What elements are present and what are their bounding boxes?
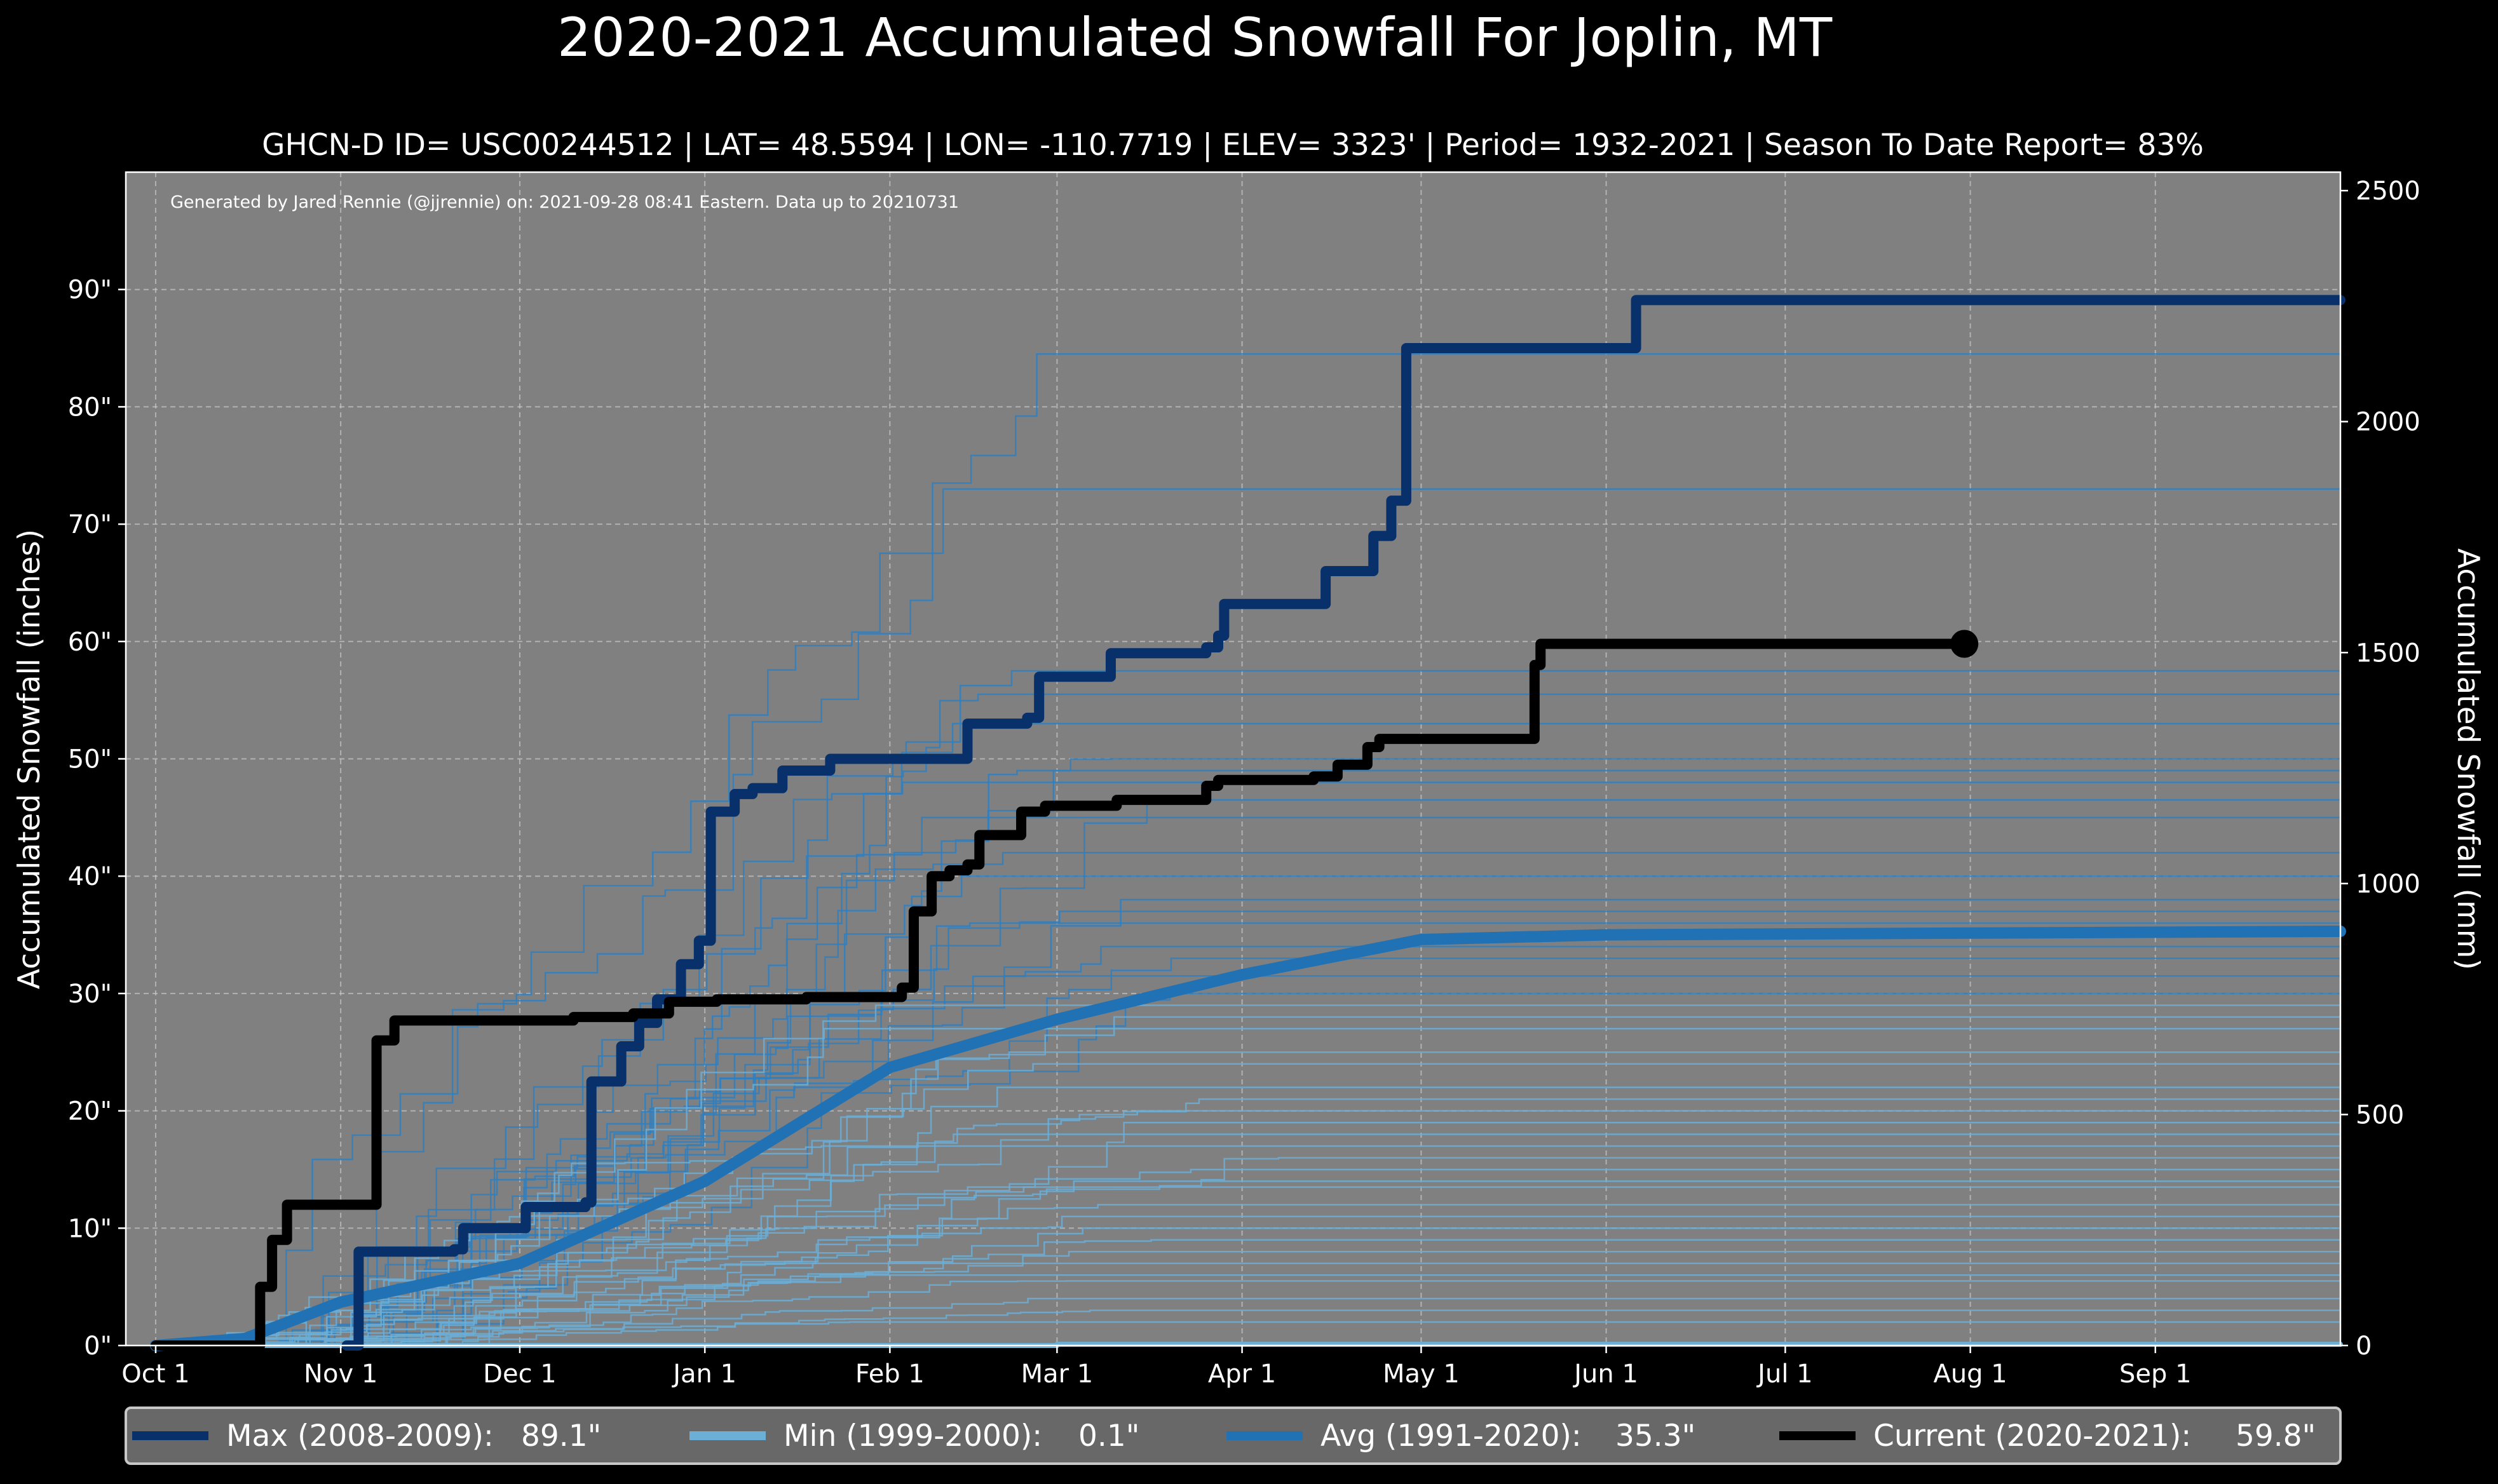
y-right-tick-label: 1500 bbox=[2356, 638, 2420, 668]
generated-annotation: Generated by Jared Rennie (@jjrennie) on… bbox=[170, 192, 959, 212]
current-series-line bbox=[150, 638, 1970, 1351]
historical-season-line bbox=[155, 1297, 2340, 1347]
y-tick-label: 90" bbox=[68, 276, 112, 305]
historical-season-line bbox=[155, 1321, 2340, 1347]
historical-season-line bbox=[155, 758, 2340, 1347]
historical-season-line bbox=[155, 1121, 2340, 1347]
historical-season-line bbox=[155, 1110, 2340, 1347]
max-series-line bbox=[341, 295, 2345, 1351]
y-tick-label: 20" bbox=[68, 1097, 112, 1126]
x-tick-label: Sep 1 bbox=[2119, 1359, 2192, 1389]
x-tick-label: Aug 1 bbox=[1933, 1359, 2007, 1389]
historical-season-line bbox=[155, 1239, 2340, 1347]
y-tick-label: 10" bbox=[68, 1214, 112, 1243]
x-tick-label: Nov 1 bbox=[304, 1359, 377, 1389]
historical-season-line bbox=[155, 1086, 2340, 1347]
avg-legend-name: Avg (1991-2020): bbox=[1320, 1419, 1582, 1454]
min-legend-name: Min (1999-2000): bbox=[784, 1419, 1042, 1454]
x-tick-label: Jul 1 bbox=[1756, 1359, 1812, 1389]
x-tick-label: Mar 1 bbox=[1021, 1359, 1094, 1389]
y-axis-ticks: 0" 10" 20" 30" 40" 50" 60" 70" 80" 90" bbox=[68, 276, 126, 1361]
current-endpoint-marker bbox=[1950, 630, 1979, 658]
x-axis-ticks: Oct 1 Nov 1 Dec 1 Jan 1 Feb 1 Mar 1 Apr 1 May 1… bbox=[121, 1346, 2192, 1389]
y-tick-label: 60" bbox=[68, 628, 112, 657]
historical-season-line bbox=[155, 488, 2340, 1347]
max-legend-name: Max (2008-2009): bbox=[226, 1419, 494, 1454]
historical-season-line bbox=[155, 875, 2340, 1347]
historical-season-line bbox=[155, 816, 2340, 1347]
y-tick-label: 30" bbox=[68, 980, 112, 1009]
y-right-tick-label: 500 bbox=[2356, 1100, 2404, 1130]
historical-season-line bbox=[155, 1309, 2340, 1347]
y-tick-label: 0" bbox=[84, 1332, 112, 1361]
x-tick-label: May 1 bbox=[1383, 1359, 1460, 1389]
max-legend-value: 89.1" bbox=[521, 1419, 601, 1454]
y-right-tick-label: 2500 bbox=[2356, 177, 2420, 206]
x-tick-label: Jun 1 bbox=[1572, 1359, 1638, 1389]
y-right-tick-label: 0 bbox=[2356, 1332, 2372, 1361]
x-tick-label: Dec 1 bbox=[483, 1359, 557, 1389]
x-tick-label: Jan 1 bbox=[671, 1359, 737, 1389]
current-legend-name: Current (2020-2021): bbox=[1873, 1419, 2191, 1454]
y-axis-right-ticks: 0 500 1000 1500 2000 2500 bbox=[2340, 177, 2420, 1361]
y-tick-label: 50" bbox=[68, 745, 112, 774]
y-right-tick-label: 2000 bbox=[2356, 408, 2420, 437]
y-axis-right-label: Accumulated Snowfall (mm) bbox=[2450, 548, 2485, 970]
y-axis-label: Accumulated Snowfall (inches) bbox=[12, 529, 47, 989]
historical-season-line bbox=[155, 670, 2340, 1347]
historical-season-line bbox=[155, 1063, 2340, 1347]
y-right-tick-label: 1000 bbox=[2356, 870, 2420, 899]
y-tick-label: 80" bbox=[68, 393, 112, 422]
chart-title: 2020-2021 Accumulated Snowfall For Jopli… bbox=[557, 6, 1833, 69]
y-tick-label: 70" bbox=[68, 510, 112, 539]
avg-legend-value: 35.3" bbox=[1615, 1419, 1695, 1454]
x-tick-label: Apr 1 bbox=[1208, 1359, 1276, 1389]
historical-season-line bbox=[155, 957, 2340, 1347]
x-tick-label: Feb 1 bbox=[855, 1359, 925, 1389]
historical-season-line bbox=[155, 722, 2340, 1347]
avg-series-line bbox=[149, 926, 2346, 1351]
historical-season-line bbox=[155, 1028, 2340, 1347]
legend: Max (2008-2009): 89.1" Min (1999-2000): 0.1… bbox=[125, 1406, 2342, 1465]
historical-season-line bbox=[155, 1204, 2340, 1347]
historical-season-line bbox=[155, 1250, 2340, 1347]
chart-subtitle: GHCN-D ID= USC00244512 | LAT= 48.5594 | … bbox=[262, 128, 2204, 163]
min-legend-value: 0.1" bbox=[1078, 1419, 1139, 1454]
x-tick-label: Oct 1 bbox=[121, 1359, 189, 1389]
y-tick-label: 40" bbox=[68, 862, 112, 891]
historical-season-line bbox=[155, 1227, 2340, 1347]
historical-season-line bbox=[155, 975, 2340, 1347]
historical-season-line bbox=[155, 1051, 2340, 1347]
current-legend-value: 59.8" bbox=[2236, 1419, 2316, 1454]
